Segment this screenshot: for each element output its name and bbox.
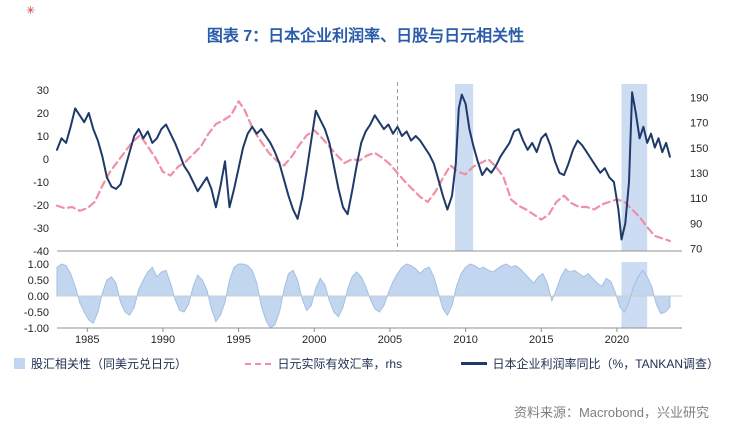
svg-text:0.00: 0.00 (28, 291, 49, 303)
svg-text:170: 170 (690, 118, 708, 130)
svg-text:190: 190 (690, 93, 708, 105)
svg-text:-20: -20 (33, 200, 49, 212)
svg-text:2000: 2000 (302, 334, 326, 346)
svg-text:1995: 1995 (226, 334, 250, 346)
svg-text:0.50: 0.50 (28, 275, 49, 287)
svg-text:2015: 2015 (529, 334, 553, 346)
legend-label-reer: 日元实际有效汇率，rhs (277, 357, 403, 371)
svg-text:2020: 2020 (605, 334, 629, 346)
svg-text:2010: 2010 (453, 334, 477, 346)
svg-text:110: 110 (690, 193, 708, 205)
legend-item-reer: 日元实际有效汇率，rhs (245, 355, 402, 372)
svg-text:70: 70 (690, 243, 702, 255)
svg-text:90: 90 (690, 218, 702, 230)
svg-text:2005: 2005 (378, 334, 402, 346)
svg-text:30: 30 (37, 85, 49, 97)
svg-text:-10: -10 (33, 177, 49, 189)
legend-item-profit: 日本企业利润率同比（%，TANKAN调查） (460, 355, 719, 372)
dashed-line-swatch-icon (245, 362, 272, 365)
chart-canvas: 3020100-10-20-30-4019017015013011090701.… (24, 82, 708, 346)
svg-text:-40: -40 (33, 246, 49, 258)
svg-text:0: 0 (43, 154, 49, 166)
chart-title: 图表 7：日本企业利润率、日股与日元相关性 (206, 28, 525, 45)
svg-text:1985: 1985 (75, 334, 99, 346)
svg-text:1.00: 1.00 (28, 259, 49, 271)
solid-line-swatch-icon (460, 362, 487, 365)
legend-label-profit: 日本企业利润率同比（%，TANKAN调查） (492, 357, 719, 371)
corner-mark-icon: ✳ (26, 5, 36, 17)
chart-legend: 股汇相关性（同美元兑日元） 日元实际有效汇率，rhs 日本企业利润率同比（%，T… (14, 355, 719, 372)
svg-text:-0.50: -0.50 (24, 307, 49, 319)
svg-text:130: 130 (690, 168, 708, 180)
source-note: 资料来源：Macrobond，兴业研究 (513, 405, 709, 420)
legend-label-correlation: 股汇相关性（同美元兑日元） (31, 357, 188, 371)
svg-text:10: 10 (37, 131, 49, 143)
svg-text:1990: 1990 (151, 334, 175, 346)
area-swatch-icon (14, 358, 25, 369)
svg-text:-1.00: -1.00 (24, 323, 49, 335)
legend-item-correlation: 股汇相关性（同美元兑日元） (14, 355, 187, 372)
svg-text:-30: -30 (33, 223, 49, 235)
svg-text:150: 150 (690, 143, 708, 155)
svg-text:20: 20 (37, 108, 49, 120)
